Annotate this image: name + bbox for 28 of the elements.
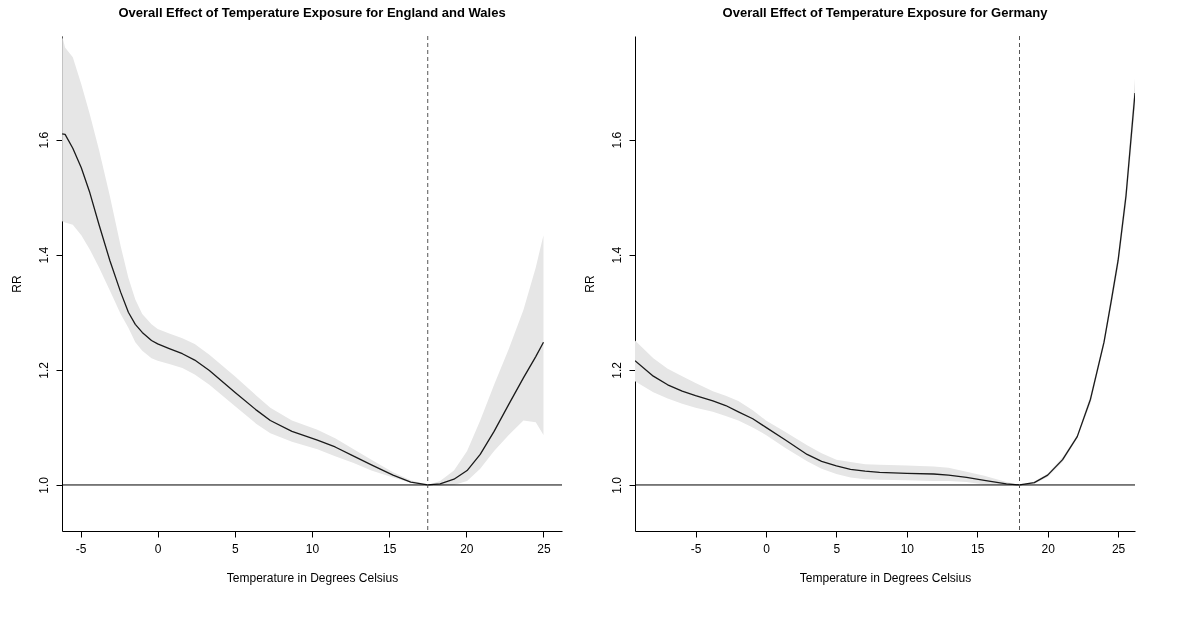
y-tick-label: 1.2	[609, 361, 624, 379]
x-tick-label: 5	[833, 541, 841, 556]
x-tick-label: 10	[900, 541, 915, 556]
x-tick-label: 0	[154, 541, 162, 556]
x-tick-label: -5	[690, 541, 702, 556]
x-tick-label: -5	[75, 541, 87, 556]
x-tick-label: 10	[305, 541, 320, 556]
x-tick-label: 20	[460, 541, 474, 556]
y-tick-label: 1.2	[36, 361, 51, 379]
y-tick-label: 1.4	[609, 246, 624, 264]
y-tick-label: 1.6	[609, 131, 624, 149]
y-tick-label: 1.6	[36, 131, 51, 149]
y-tick-label: 1.0	[36, 476, 51, 494]
x-tick-label: 20	[1041, 541, 1056, 556]
y-axis-title: RR	[9, 275, 24, 293]
x-tick-label: 25	[537, 541, 551, 556]
y-tick-label: 1.0	[609, 476, 624, 494]
x-tick-label: 0	[763, 541, 771, 556]
x-tick-label: 15	[382, 541, 397, 556]
y-axis-title: RR	[582, 275, 597, 293]
x-axis-title: Temperature in Degrees Celsius	[799, 570, 972, 585]
x-tick-label: 25	[1111, 541, 1126, 556]
x-tick-label: 15	[971, 541, 985, 556]
chart-title: Overall Effect of Temperature Exposure for England and Wales	[118, 4, 506, 20]
x-tick-label: 5	[232, 541, 239, 556]
x-axis-title: Temperature in Degrees Celsius	[226, 570, 399, 585]
chart-title: Overall Effect of Temperature Exposure for Germany	[722, 4, 1049, 20]
y-tick-label: 1.4	[36, 246, 51, 264]
